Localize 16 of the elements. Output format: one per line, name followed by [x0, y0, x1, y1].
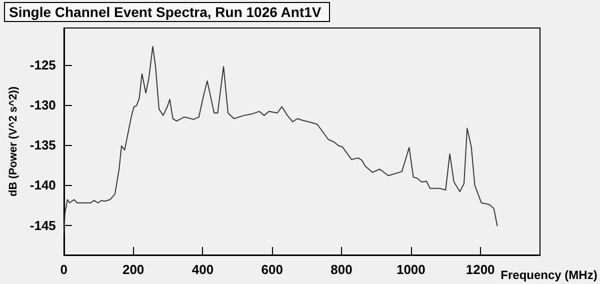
x-axis-title: Frequency (MHz): [500, 268, 598, 282]
y-axis-title: dB (Power (V^2 s^2)): [8, 86, 20, 197]
y-tick-label: -125: [30, 57, 56, 72]
x-tick-label: 200: [122, 262, 144, 277]
y-tick-label: -140: [30, 178, 56, 193]
y-tick-label: -130: [30, 98, 56, 113]
line-series: [63, 46, 498, 234]
x-tick-label: 600: [261, 262, 283, 277]
y-tick-label: -145: [30, 218, 56, 233]
x-tick-label: 1200: [466, 262, 495, 277]
chart-title: Single Channel Event Spectra, Run 1026 Ant1V: [4, 2, 330, 22]
x-tick-label: 1000: [396, 262, 426, 277]
x-tick-label: 800: [330, 262, 352, 277]
y-tick-label: -135: [30, 138, 56, 153]
x-tick-label: 400: [192, 262, 214, 277]
x-tick-label: 0: [60, 262, 68, 277]
